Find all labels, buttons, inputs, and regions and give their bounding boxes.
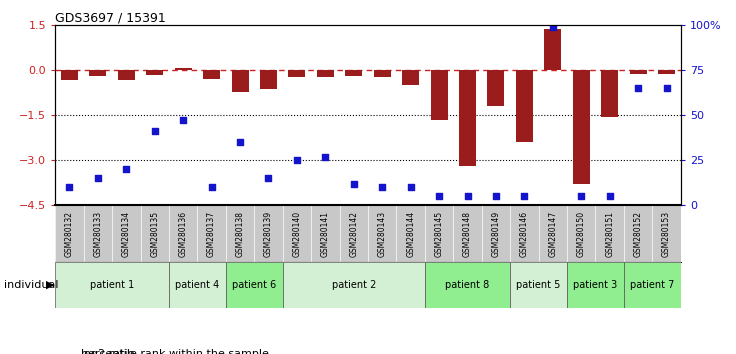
- Bar: [573, 70, 590, 184]
- Text: GSM280133: GSM280133: [93, 211, 102, 257]
- Point: [263, 175, 275, 181]
- Text: GSM280132: GSM280132: [65, 211, 74, 257]
- Text: log2 ratio: log2 ratio: [82, 349, 135, 354]
- Text: GSM280144: GSM280144: [406, 211, 415, 257]
- Text: GSM280142: GSM280142: [350, 211, 358, 257]
- Point: [576, 193, 587, 199]
- Text: patient 7: patient 7: [630, 280, 675, 290]
- Text: GSM280149: GSM280149: [492, 211, 500, 257]
- Text: GSM280150: GSM280150: [577, 211, 586, 257]
- Text: GSM280138: GSM280138: [236, 211, 244, 257]
- Point: [604, 193, 615, 199]
- Bar: [226, 262, 283, 308]
- Point: [490, 193, 502, 199]
- Bar: [658, 70, 675, 74]
- Bar: [174, 68, 191, 70]
- Text: GSM280139: GSM280139: [264, 211, 273, 257]
- Text: GSM280137: GSM280137: [207, 211, 216, 257]
- Bar: [55, 262, 169, 308]
- Text: GSM280143: GSM280143: [378, 211, 386, 257]
- Bar: [545, 29, 562, 70]
- Text: GSM280151: GSM280151: [605, 211, 615, 257]
- Text: percentile rank within the sample: percentile rank within the sample: [82, 349, 269, 354]
- Point: [234, 139, 246, 145]
- Bar: [89, 70, 107, 76]
- Bar: [487, 70, 504, 106]
- Point: [319, 154, 331, 159]
- Bar: [169, 262, 226, 308]
- Text: patient 8: patient 8: [445, 280, 489, 290]
- Point: [149, 129, 160, 134]
- Point: [205, 184, 217, 190]
- Bar: [510, 262, 567, 308]
- Bar: [289, 70, 305, 78]
- Bar: [459, 70, 476, 166]
- Text: patient 1: patient 1: [90, 280, 134, 290]
- Bar: [402, 70, 420, 85]
- Point: [661, 85, 673, 91]
- Bar: [61, 70, 78, 80]
- Text: GSM280145: GSM280145: [434, 211, 444, 257]
- Bar: [232, 70, 249, 92]
- Point: [291, 157, 302, 163]
- Bar: [203, 70, 220, 79]
- Bar: [516, 70, 533, 142]
- Bar: [374, 70, 391, 76]
- Text: GSM280148: GSM280148: [463, 211, 472, 257]
- Text: GSM280140: GSM280140: [292, 211, 302, 257]
- Text: patient 3: patient 3: [573, 280, 618, 290]
- Bar: [345, 70, 362, 76]
- Text: GDS3697 / 15391: GDS3697 / 15391: [55, 12, 166, 25]
- Bar: [283, 262, 425, 308]
- Text: individual: individual: [4, 280, 58, 290]
- Text: ▶: ▶: [46, 280, 54, 290]
- Bar: [260, 70, 277, 90]
- Bar: [567, 262, 624, 308]
- Bar: [624, 262, 681, 308]
- Bar: [146, 70, 163, 75]
- Bar: [316, 70, 334, 78]
- Bar: [425, 262, 510, 308]
- Text: patient 5: patient 5: [517, 280, 561, 290]
- Bar: [431, 70, 447, 120]
- Point: [632, 85, 644, 91]
- Point: [177, 118, 189, 123]
- Bar: [601, 70, 618, 116]
- Text: patient 6: patient 6: [232, 280, 277, 290]
- Text: patient 2: patient 2: [332, 280, 376, 290]
- Text: GSM280146: GSM280146: [520, 211, 529, 257]
- Text: patient 4: patient 4: [175, 280, 219, 290]
- Bar: [629, 70, 647, 74]
- Point: [92, 175, 104, 181]
- Text: GSM280134: GSM280134: [121, 211, 131, 257]
- Text: GSM280135: GSM280135: [150, 211, 159, 257]
- Text: GSM280153: GSM280153: [662, 211, 671, 257]
- Point: [518, 193, 530, 199]
- Point: [376, 184, 388, 190]
- Point: [63, 184, 75, 190]
- Point: [121, 166, 132, 172]
- Text: GSM280152: GSM280152: [634, 211, 643, 257]
- Point: [461, 193, 473, 199]
- Point: [434, 193, 445, 199]
- Point: [547, 24, 559, 29]
- Text: GSM280147: GSM280147: [548, 211, 557, 257]
- Text: GSM280141: GSM280141: [321, 211, 330, 257]
- Text: GSM280136: GSM280136: [179, 211, 188, 257]
- Point: [405, 184, 417, 190]
- Bar: [118, 70, 135, 80]
- Point: [348, 181, 360, 187]
